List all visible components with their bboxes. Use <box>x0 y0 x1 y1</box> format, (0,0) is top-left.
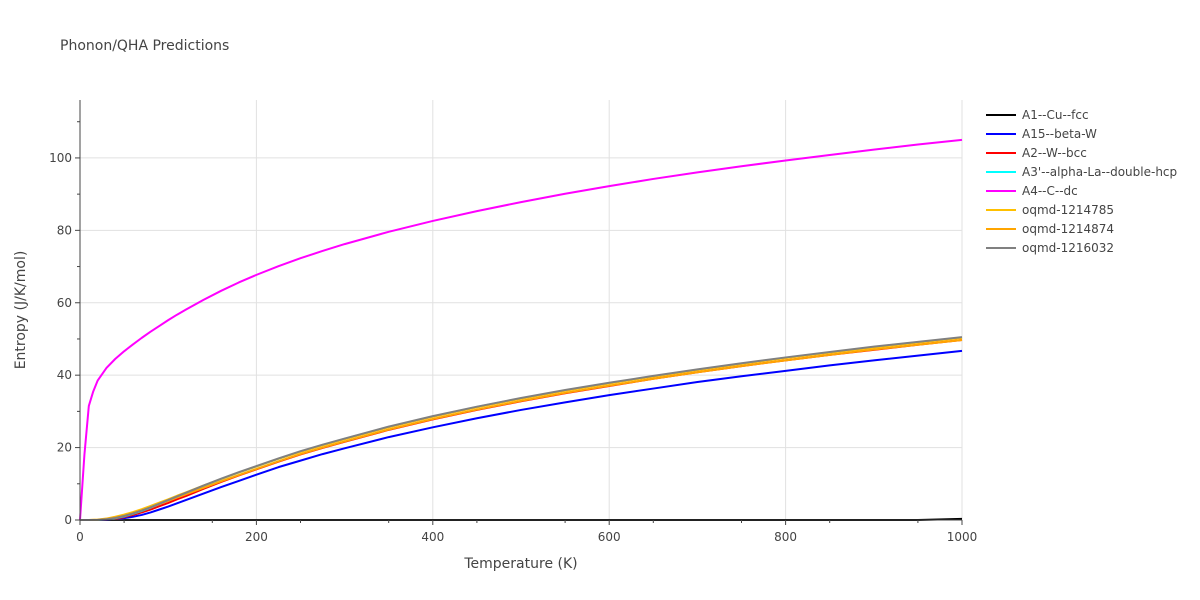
legend-item[interactable]: A2--W--bcc <box>986 146 1087 160</box>
legend-item[interactable]: A1--Cu--fcc <box>986 108 1089 122</box>
legend-item[interactable]: A15--beta-W <box>986 127 1097 141</box>
legend-item[interactable]: oqmd-1214785 <box>986 203 1114 217</box>
y-axis-title: Entropy (J/K/mol) <box>13 251 29 370</box>
y-tick-label: 20 <box>57 441 72 455</box>
legend-item[interactable]: oqmd-1216032 <box>986 241 1114 255</box>
axis-layer: 0 200 400 600 800 1000 0 20 40 60 80 100 <box>49 100 977 544</box>
series-line-1 <box>80 349 963 521</box>
x-tick-label: 800 <box>774 530 797 544</box>
legend-label: A2--W--bcc <box>1022 146 1087 160</box>
x-tick-label: 0 <box>76 530 84 544</box>
y-tick-label: 100 <box>49 151 72 165</box>
legend: A1--Cu--fcc A15--beta-W A2--W--bcc A3'--alp… <box>986 108 1177 255</box>
series-line-4 <box>79 138 963 521</box>
x-tick-label: 1000 <box>947 530 978 544</box>
legend-label: A4--C--dc <box>1022 184 1078 198</box>
chart-title: Phonon/QHA Predictions <box>60 38 229 54</box>
y-tick-label: 40 <box>57 368 72 382</box>
legend-item[interactable]: oqmd-1214874 <box>986 222 1114 236</box>
legend-label: A3'--alpha-La--double-hcp <box>1022 165 1177 179</box>
grid-layer <box>80 100 963 520</box>
legend-label: oqmd-1214785 <box>1022 203 1114 217</box>
legend-label: oqmd-1216032 <box>1022 241 1114 255</box>
y-tick-label: 80 <box>57 223 72 237</box>
legend-label: A15--beta-W <box>1022 127 1097 141</box>
y-tick-label: 60 <box>57 296 72 310</box>
legend-item[interactable]: A4--C--dc <box>986 184 1078 198</box>
x-tick-label: 400 <box>421 530 444 544</box>
x-tick-label: 200 <box>245 530 268 544</box>
series-line-6 <box>79 339 963 521</box>
legend-label: oqmd-1214874 <box>1022 222 1114 236</box>
y-tick-label: 0 <box>64 513 72 527</box>
x-tick-label: 600 <box>598 530 621 544</box>
series-line-2 <box>80 339 963 521</box>
x-axis-title: Temperature (K) <box>463 556 577 572</box>
series-line-7 <box>80 336 963 521</box>
legend-label: A1--Cu--fcc <box>1022 108 1089 122</box>
series-layer <box>79 138 963 521</box>
legend-item[interactable]: A3'--alpha-La--double-hcp <box>986 165 1177 179</box>
